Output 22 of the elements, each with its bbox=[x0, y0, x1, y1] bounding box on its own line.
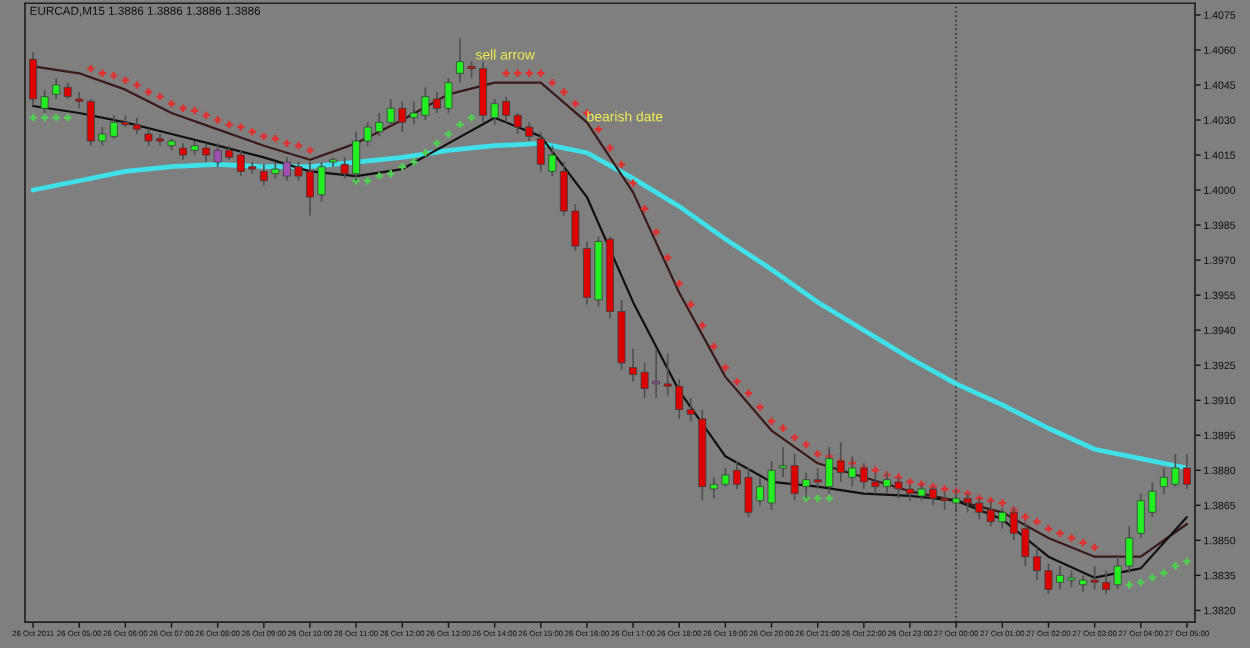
point bbox=[40, 113, 49, 122]
point bbox=[1160, 569, 1168, 577]
candlestick bbox=[686, 397, 695, 423]
point bbox=[387, 170, 395, 178]
point bbox=[410, 158, 418, 166]
point bbox=[825, 494, 833, 502]
point bbox=[814, 494, 822, 502]
point bbox=[467, 113, 476, 122]
point bbox=[1171, 562, 1180, 570]
point bbox=[52, 113, 60, 122]
point bbox=[1137, 578, 1145, 587]
point bbox=[1183, 557, 1191, 566]
point bbox=[433, 139, 441, 148]
point bbox=[29, 113, 37, 122]
point bbox=[398, 163, 406, 171]
point bbox=[64, 113, 72, 122]
point bbox=[364, 177, 372, 185]
point bbox=[1148, 574, 1156, 582]
point bbox=[421, 149, 430, 157]
point bbox=[456, 121, 464, 129]
point bbox=[444, 130, 453, 138]
point bbox=[1125, 581, 1133, 589]
